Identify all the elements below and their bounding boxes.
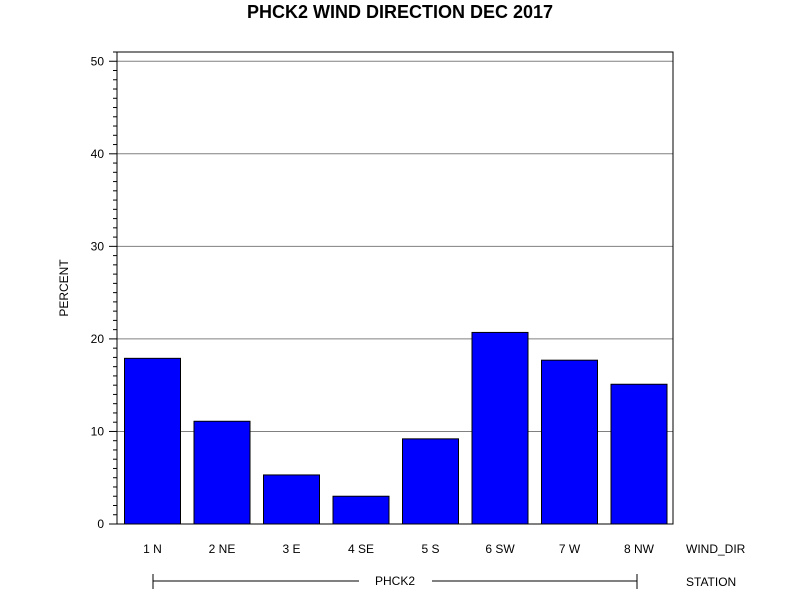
x-tick-label: 5 S xyxy=(421,542,439,556)
bar-4-se xyxy=(332,495,390,525)
y-tick-label: 40 xyxy=(91,147,105,161)
x-axis-labels: 1 N 2 NE 3 E 4 SE 5 S 6 SW 7 W 8 NW xyxy=(143,542,655,556)
y-tick-label: 50 xyxy=(91,54,105,68)
y-tick-label: 10 xyxy=(91,424,105,438)
bars xyxy=(124,331,668,525)
y-axis-title: PERCENT xyxy=(57,259,71,317)
x-tick-label: 4 SE xyxy=(348,542,374,556)
x-axis-title: WIND_DIR xyxy=(686,542,746,556)
bar-7-w xyxy=(541,359,598,525)
station-group: PHCK2 xyxy=(152,574,638,589)
group-value-label: PHCK2 xyxy=(375,574,415,588)
bar-2-ne xyxy=(193,420,251,525)
bar-8-nw xyxy=(610,383,668,525)
plot-frame xyxy=(116,51,674,525)
bar-5-s xyxy=(402,438,459,525)
bar-3-e xyxy=(263,474,320,525)
y-axis: 0 10 20 30 40 50 xyxy=(91,51,117,531)
y-tick-label: 30 xyxy=(91,239,105,253)
bar-6-sw xyxy=(471,331,529,525)
x-tick-label: 8 NW xyxy=(624,542,655,556)
y-tick-label: 0 xyxy=(97,517,104,531)
x-tick-label: 7 W xyxy=(559,542,581,556)
x-tick-label: 6 SW xyxy=(485,542,515,556)
y-tick-label: 20 xyxy=(91,332,105,346)
x-tick-label: 1 N xyxy=(143,542,162,556)
x-tick-label: 3 E xyxy=(282,542,300,556)
bar-1-n xyxy=(124,357,181,525)
x-tick-label: 2 NE xyxy=(209,542,236,556)
chart-title: PHCK2 WIND DIRECTION DEC 2017 xyxy=(247,2,553,22)
group-axis-title: STATION xyxy=(686,575,736,589)
